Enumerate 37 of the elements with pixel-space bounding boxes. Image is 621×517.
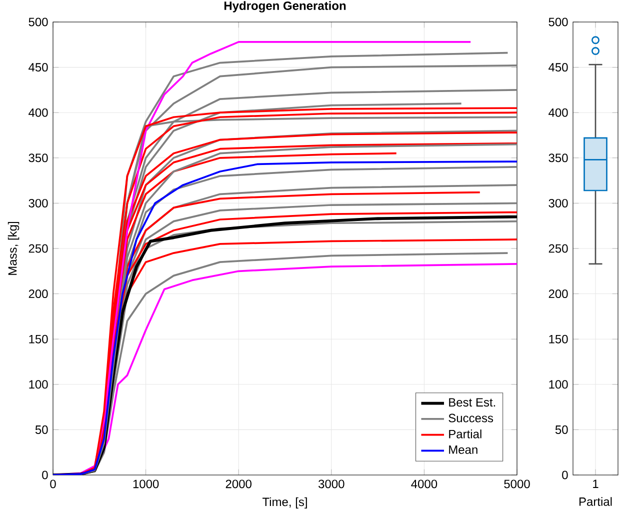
x-axis-title: Time, [s] bbox=[262, 497, 307, 509]
y-tick-label: 250 bbox=[548, 244, 568, 253]
y-tick-label: 50 bbox=[35, 425, 48, 434]
legend-label: Mean bbox=[449, 446, 478, 454]
x-axis-title: Partial bbox=[579, 497, 612, 506]
y-tick-label: 100 bbox=[549, 380, 568, 389]
y-tick-label: 250 bbox=[28, 244, 48, 253]
x-tick-label: 4000 bbox=[411, 480, 438, 488]
x-tick-label: 2000 bbox=[226, 480, 252, 488]
legend-label: Success bbox=[448, 414, 494, 422]
y-tick-label: 100 bbox=[29, 380, 48, 389]
y-tick-label: 150 bbox=[549, 334, 568, 344]
x-tick-label: 0 bbox=[50, 480, 56, 488]
y-tick-label: 300 bbox=[28, 198, 48, 208]
y-tick-label: 450 bbox=[28, 63, 48, 72]
y-tick-label: 150 bbox=[29, 334, 48, 344]
y-tick-label: 350 bbox=[548, 154, 568, 162]
x-tick-label: 1000 bbox=[133, 480, 159, 488]
y-tick-label: 0 bbox=[42, 470, 48, 480]
y-tick-label: 50 bbox=[555, 425, 568, 434]
y-axis-title: Mass, [kg] bbox=[8, 222, 20, 275]
y-tick-label: 0 bbox=[562, 470, 568, 480]
y-tick-label: 400 bbox=[28, 108, 48, 117]
x-tick-label: 3000 bbox=[318, 480, 344, 488]
y-tick-label: 450 bbox=[548, 63, 568, 72]
chart-title: Hydrogen Generation bbox=[224, 1, 346, 12]
legend-label: Partial bbox=[449, 430, 482, 438]
y-tick-label: 200 bbox=[28, 290, 48, 298]
x-tick-label: 5000 bbox=[504, 480, 530, 488]
legend-label: Best Est. bbox=[449, 398, 496, 407]
y-tick-label: 200 bbox=[548, 290, 568, 298]
y-tick-label: 300 bbox=[548, 198, 568, 208]
y-tick-label: 350 bbox=[28, 154, 48, 162]
y-tick-label: 500 bbox=[28, 18, 48, 26]
x-tick-label: 1 bbox=[593, 480, 598, 488]
y-tick-label: 400 bbox=[548, 108, 568, 117]
y-tick-label: 500 bbox=[548, 18, 568, 26]
